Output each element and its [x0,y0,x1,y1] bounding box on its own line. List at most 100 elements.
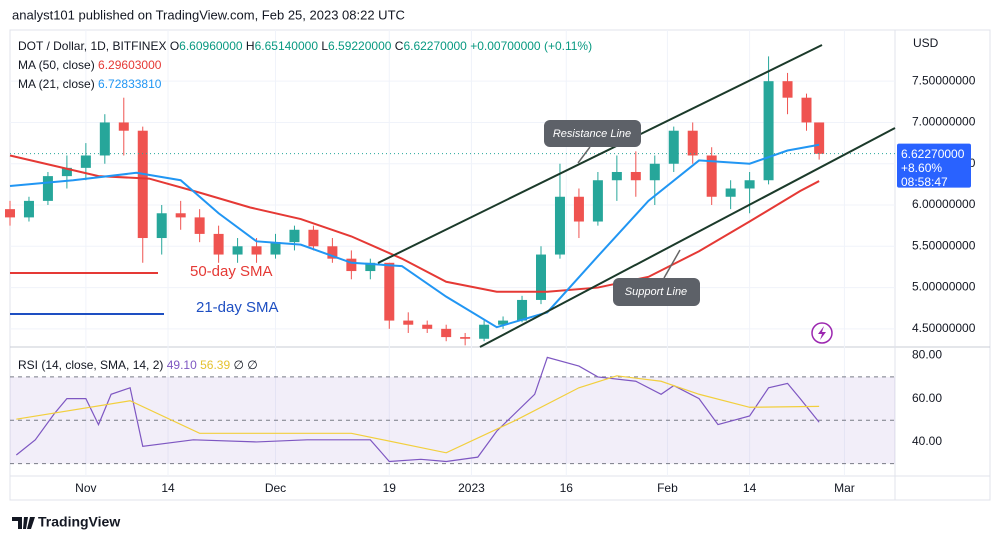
sma50-label: 50-day SMA [190,263,273,280]
symbol: DOT / Dollar, 1D, BITFINEX O6.60960000 H… [18,39,592,53]
alert-icon[interactable] [811,322,833,344]
candle-body [384,262,395,321]
rsi-name: RSI (14, close, SMA, 14, 2) [18,358,163,372]
candle-body [289,229,300,243]
candle-body [99,122,110,156]
candle-body [403,320,414,325]
x-tick-label: 19 [383,481,397,495]
footer: TradingView [38,514,120,530]
candle-body [61,167,72,177]
last-price-countdown: 08:58:47 [901,175,948,189]
y-tick-label: 7.00000000 [912,115,976,129]
rsi-legend: RSI (14, close, SMA, 14, 2) 49.10 56.39 … [18,358,258,372]
series-line [16,375,820,454]
h: H [246,39,255,53]
o: O [170,39,179,53]
candle-body [5,209,15,218]
change: +0.00700000 (+0.11%) [470,39,592,53]
candle-body [573,196,584,222]
currency: USD [913,36,939,50]
candle-body [460,337,471,339]
candle-body [232,246,243,255]
arrow [577,146,591,164]
h-val: 6.65140000 [255,39,319,53]
y-tick-label: 40.00 [912,434,942,448]
candle-body [763,81,774,181]
y-tick-label: 4.50000000 [912,321,976,335]
last-price-label: 6.62270000 [901,147,965,161]
candle-body [80,155,91,168]
candle-body [630,171,641,181]
candle-body [118,122,129,131]
x-tick-label: 16 [560,481,574,495]
ma21-name: MA (21, close) [18,77,95,91]
candle-body [175,213,186,218]
resistance-text: Resistance Line [553,128,631,140]
last-price-box [897,143,971,188]
series-line [9,154,820,293]
series-line [9,143,820,329]
support-line [479,127,896,348]
rsi-val: 49.10 [167,358,197,372]
resistance-line [377,44,823,264]
c: C [395,39,404,53]
x-tick-label: Feb [657,481,678,495]
candle-body [649,163,660,181]
x-tick-label: Nov [75,481,96,495]
y-tick-label: 60.00 [912,391,942,405]
candle-body [23,200,34,218]
x-tick-label: 14 [743,481,757,495]
candle-body [782,81,793,98]
candle-body [441,328,452,338]
candle-body [725,188,736,197]
x-tick-label: Mar [834,481,855,495]
candle-body [517,299,528,321]
candle-body [611,171,622,181]
candle-body [156,213,167,239]
candle-body [687,130,698,156]
candle-body [251,246,262,255]
sma21-label: 21-day SMA [196,299,279,316]
candle-body [592,180,603,222]
candle-body [213,233,224,255]
arrow [663,249,681,279]
candle-body [42,176,53,201]
candle-body [194,217,205,234]
candle-body [536,254,546,300]
l-val: 6.59220000 [328,39,392,53]
rsi-extra: ∅ ∅ [233,358,257,372]
o-val: 6.60960000 [179,39,243,53]
y-tick-label: 80.00 [912,347,942,361]
candle-body [346,258,357,272]
candle-body [554,196,565,255]
candle-body [706,155,717,197]
c-val: 6.62270000 [403,39,467,53]
ma50-name: MA (50, close) [18,58,95,72]
ma50-val: 6.29603000 [98,58,162,72]
ma50-legend: MA (50, close) 6.29603000 [18,58,162,72]
series-line [15,356,820,463]
ma21-legend: MA (21, close) 6.72833810 [18,77,162,91]
ma21-val: 6.72833810 [98,77,162,91]
candle-body [744,180,755,189]
byline: analyst101 published on TradingView.com,… [12,7,405,22]
candle-body [814,122,825,154]
legend: DOT / Dollar, 1D, BITFINEX O6.60960000 H… [18,39,592,372]
resistance-callout [544,120,641,147]
y-tick-label: 7.50000000 [912,73,976,87]
y-tick-label: 6.00000000 [912,197,976,211]
y-tick-label: 5.00000000 [912,280,976,294]
support-text: Support Line [625,286,687,298]
candle-body [308,229,319,247]
candle-body [498,320,509,325]
candle-body [801,97,812,123]
x-tick-label: 14 [161,481,175,495]
candle-body [668,130,679,164]
x-tick-label: Dec [265,481,286,495]
frame [9,29,991,501]
candle-body [327,246,338,259]
rsi-sma-val: 56.39 [200,358,230,372]
tv-logo [12,517,35,529]
last-price-change: +8.60% [901,161,942,175]
